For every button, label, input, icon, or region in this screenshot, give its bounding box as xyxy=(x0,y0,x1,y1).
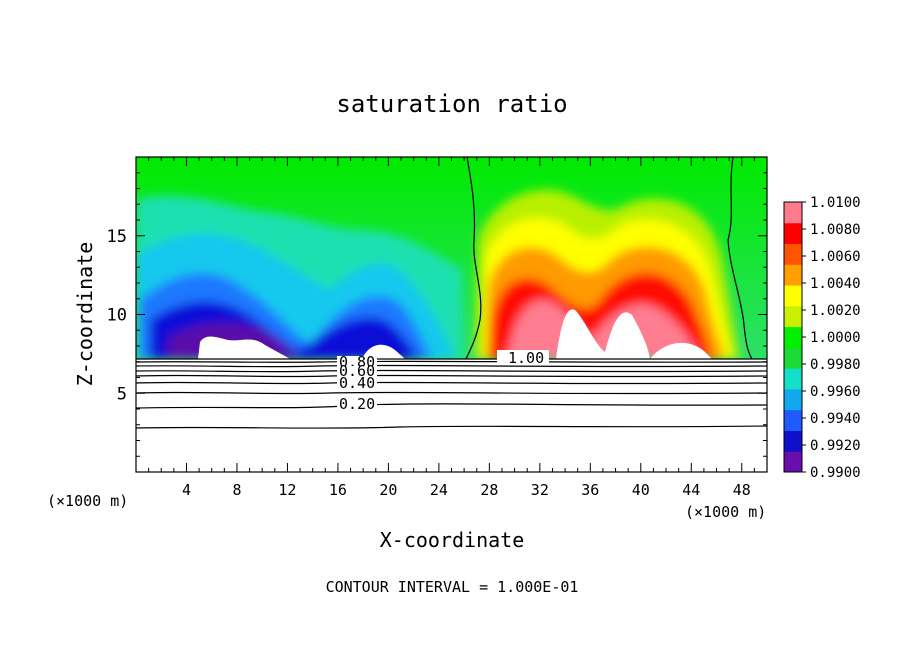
colorbar-label: 1.0040 xyxy=(810,276,861,292)
colorbar-swatch xyxy=(784,409,802,431)
contour-label-5: 0.20 xyxy=(339,395,375,413)
x-units-left: (×1000 m) xyxy=(47,492,128,510)
contour-interval-note: CONTOUR INTERVAL = 1.000E-01 xyxy=(326,578,579,596)
colorbar-label: 1.0020 xyxy=(810,303,861,319)
colorbar-swatch xyxy=(784,202,802,224)
colorbar-label: 0.9960 xyxy=(810,384,861,400)
x-tick-label: 8 xyxy=(232,481,241,499)
field-white-patch-left xyxy=(198,336,290,359)
y-axis-ticks: 5 10 15 xyxy=(107,172,767,457)
x-tick-label: 20 xyxy=(379,481,397,499)
field-white-patch-mid xyxy=(362,344,405,359)
contour-label-mask-1 xyxy=(497,350,549,364)
x-tick-label: 12 xyxy=(278,481,296,499)
colorbar-label: 1.0060 xyxy=(810,249,861,265)
x-tick-label: 24 xyxy=(430,481,448,499)
x-tick-label: 48 xyxy=(733,481,751,499)
x-tick-label: 36 xyxy=(581,481,599,499)
colorbar-label: 1.0100 xyxy=(810,195,861,211)
colorbar-swatch xyxy=(784,388,802,411)
chart-title: saturation ratio xyxy=(336,90,567,118)
x-tick-label: 16 xyxy=(329,481,347,499)
y-axis-label: Z-coordinate xyxy=(73,242,97,387)
colorbar-label: 0.9920 xyxy=(810,438,861,454)
contour-label-mask-4 xyxy=(337,377,377,390)
colorbar-swatch xyxy=(784,285,802,307)
contour-line-9 xyxy=(136,425,767,429)
colorbar-swatch xyxy=(784,368,802,390)
colorbar-label: 1.0080 xyxy=(810,222,861,238)
field-lower-white xyxy=(136,359,767,472)
x-tick-label: 32 xyxy=(531,481,549,499)
colorbar-swatch xyxy=(784,264,802,286)
colorbar-swatch xyxy=(784,305,802,328)
colorbar-label: 1.0000 xyxy=(810,330,861,346)
colorbar-label: 0.9940 xyxy=(810,411,861,427)
contour-label-3: 0.60 xyxy=(339,362,375,380)
field-white-patch-far-right xyxy=(650,342,712,359)
colorbar-swatch xyxy=(784,222,802,245)
contour-label-mask-5 xyxy=(337,397,377,411)
colorbar-swatch xyxy=(784,451,802,473)
x-tick-label: 44 xyxy=(682,481,700,499)
contour-line-7 xyxy=(136,391,767,395)
saturation-field xyxy=(136,157,767,472)
y-tick-label: 15 xyxy=(107,227,127,247)
x-tick-label: 4 xyxy=(182,481,191,499)
y-tick-label: 10 xyxy=(107,306,127,326)
x-axis-ticks: 4 8 12 16 20 24 28 32 36 40 44 48 xyxy=(148,157,755,499)
colorbar-swatch xyxy=(784,430,802,452)
colorbar-swatch xyxy=(784,326,802,348)
field-region-pink xyxy=(505,300,700,359)
contour-line-unity-left xyxy=(465,157,482,360)
x-axis-label: X-coordinate xyxy=(380,528,525,552)
colorbar-swatch xyxy=(784,243,802,265)
contour-label-4: 0.40 xyxy=(339,374,375,392)
x-tick-label: 40 xyxy=(632,481,650,499)
field-white-patch-right xyxy=(556,309,650,359)
contour-line-8 xyxy=(136,403,767,409)
x-tick-label: 28 xyxy=(480,481,498,499)
colorbar-label: 0.9900 xyxy=(810,465,861,481)
field-supersaturated-region xyxy=(475,189,740,359)
colorbar: 1.0100 1.0080 1.0060 1.0040 1.0020 1.0000 0.99… xyxy=(783,195,861,481)
x-units-right: (×1000 m) xyxy=(685,503,766,521)
y-tick-label: 5 xyxy=(117,384,127,404)
colorbar-swatch xyxy=(784,347,802,369)
colorbar-label: 0.9980 xyxy=(810,357,861,373)
contour-line-unity-right xyxy=(727,157,753,360)
contour-label-mask-3 xyxy=(337,366,377,378)
contour-label-1: 1.00 xyxy=(508,349,544,367)
contour-labels: 1.00 0.80 0.60 0.40 0.20 xyxy=(337,349,549,413)
